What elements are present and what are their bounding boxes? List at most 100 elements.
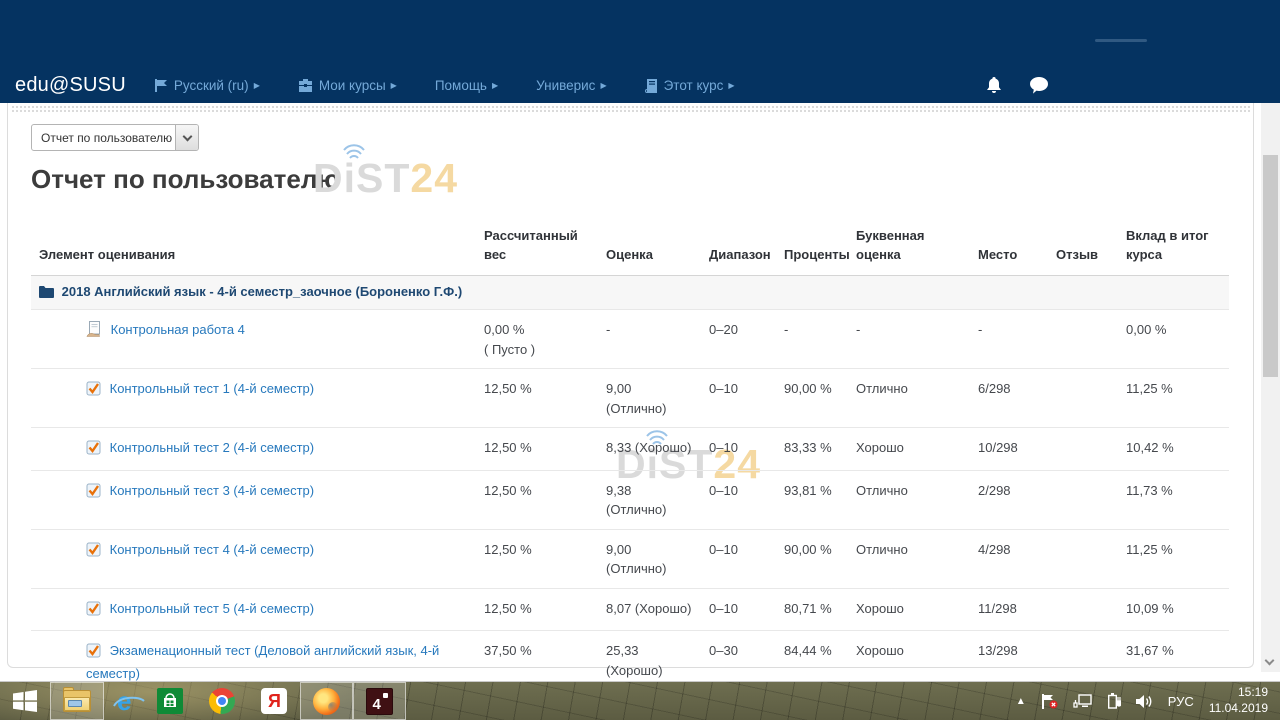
cell-grade: 8,33 (Хорошо) <box>598 427 701 471</box>
cell-percent: 90,00 % <box>776 368 848 428</box>
taskbar-app-4[interactable]: 4 <box>353 682 407 720</box>
grade-item-link[interactable]: Контрольный тест 2 (4-й семестр) <box>109 440 315 456</box>
action-center-flag-icon[interactable] <box>1041 693 1058 709</box>
windows-logo-icon <box>13 690 37 712</box>
table-row: Контрольный тест 3 (4-й семестр) 12,50 %… <box>31 469 1229 530</box>
menu-help[interactable]: Помощь ▶ <box>435 78 498 93</box>
internet-explorer-icon: e <box>113 688 145 714</box>
grade-item-link[interactable]: Контрольный тест 3 (4-й семестр) <box>109 482 315 498</box>
grade-item-link[interactable]: Контрольная работа 4 <box>110 322 245 338</box>
tray-show-hidden-icon[interactable]: ▲ <box>1015 695 1026 707</box>
cell-feedback <box>1048 528 1118 589</box>
cell-rank: - <box>970 309 1048 369</box>
taskbar-yandex-browser[interactable]: Я <box>248 682 300 720</box>
cell-weight: 12,50 % <box>476 469 598 530</box>
clock-date: 11.04.2019 <box>1208 701 1268 715</box>
quiz-icon <box>86 643 101 664</box>
caret-icon: ▶ <box>600 81 607 90</box>
network-icon[interactable] <box>1073 693 1092 709</box>
main-menu: Русский (ru) ▶ Мои курсы ▶ Помощь ▶ Унив… <box>154 78 773 93</box>
windows-store-icon <box>157 688 184 714</box>
cell-letter: - <box>848 309 970 369</box>
taskbar-chrome[interactable] <box>196 682 248 720</box>
cell-rank: 6/298 <box>970 368 1048 428</box>
cell-letter: Отлично <box>848 469 970 530</box>
briefcase-icon <box>298 79 313 92</box>
dotted-divider <box>11 105 1251 114</box>
report-type-value: Отчет по пользователю <box>41 130 173 145</box>
language-indicator[interactable]: РУС <box>1167 693 1194 709</box>
col-range: Диапазон <box>701 223 776 276</box>
vertical-scrollbar[interactable] <box>1261 103 1280 672</box>
grade-item-link[interactable]: Экзаменационный тест (Деловой английский… <box>86 643 440 681</box>
notifications-bell-icon[interactable] <box>986 77 1002 94</box>
assignment-icon <box>86 321 102 343</box>
grade-item-link[interactable]: Контрольный тест 4 (4-й семестр) <box>109 541 315 557</box>
col-feedback: Отзыв <box>1048 223 1118 276</box>
book-icon <box>644 78 658 93</box>
cell-percent: 90,00 % <box>776 528 848 589</box>
page-title: Отчет по пользователю <box>31 164 340 194</box>
col-grade: Оценка <box>598 223 701 276</box>
menu-my-courses-label: Мои курсы <box>318 78 386 93</box>
messages-chat-icon[interactable] <box>1030 77 1048 94</box>
col-percent: Проценты <box>776 223 850 276</box>
volume-icon[interactable] <box>1135 694 1153 709</box>
cell-feedback <box>1048 427 1118 471</box>
taskbar-firefox[interactable] <box>300 682 354 720</box>
scrollbar-down-arrow-icon[interactable] <box>1264 655 1275 666</box>
cell-letter: Хорошо <box>848 427 970 471</box>
battery-icon[interactable] <box>1107 693 1121 709</box>
cell-rank: 10/298 <box>970 427 1048 471</box>
cell-grade: 9,00 (Отлично) <box>598 368 701 428</box>
cell-range: 0–10 <box>701 469 776 530</box>
menu-this-course[interactable]: Этот курс ▶ <box>644 78 735 93</box>
scrollbar-thumb[interactable] <box>1263 155 1278 377</box>
site-header: edu@SUSU Русский (ru) ▶ Мои курсы ▶ Помо… <box>0 0 1280 103</box>
col-weight: Рассчитанный вес <box>476 223 598 276</box>
grade-item-link[interactable]: Контрольный тест 5 (4-й семестр) <box>109 600 315 616</box>
cell-contribution: 11,25 % <box>1118 368 1229 428</box>
wifi-arcs-icon <box>343 144 365 159</box>
taskbar-apps: e Я 4 <box>0 682 407 720</box>
clock-time: 15:19 <box>1237 685 1268 700</box>
start-button[interactable] <box>0 682 50 720</box>
cell-rank: 11/298 <box>970 587 1048 631</box>
taskbar-internet-explorer[interactable]: e <box>104 682 145 720</box>
quiz-icon <box>86 381 101 402</box>
cell-contribution: 10,42 % <box>1118 427 1229 471</box>
category-label: 2018 Английский язык - 4-й семестр_заочн… <box>61 283 463 299</box>
system-tray: ▲ РУС 15:19 11.04.2019 <box>1016 685 1280 716</box>
category-row: 2018 Английский язык - 4-й семестр_заочн… <box>31 274 1229 310</box>
site-logo[interactable]: edu@SUSU <box>15 74 126 96</box>
firefox-icon <box>313 687 341 715</box>
report-type-select[interactable]: Отчет по пользователю <box>31 124 199 151</box>
file-explorer-icon <box>63 687 91 712</box>
quiz-icon <box>86 483 101 504</box>
taskbar-file-explorer[interactable] <box>50 682 104 720</box>
cell-percent: 93,81 % <box>776 469 848 530</box>
cell-feedback <box>1048 587 1118 631</box>
folder-icon <box>39 284 54 304</box>
cell-grade: 9,00 (Отлично) <box>598 528 701 589</box>
cell-range: 0–10 <box>701 427 776 471</box>
grade-item-link[interactable]: Контрольный тест 1 (4-й семестр) <box>109 381 315 397</box>
menu-language[interactable]: Русский (ru) ▶ <box>154 78 260 93</box>
table-row: Контрольный тест 1 (4-й семестр) 12,50 %… <box>31 368 1229 428</box>
taskbar-clock[interactable]: 15:19 11.04.2019 <box>1209 685 1268 716</box>
cell-weight: 12,50 % <box>476 368 598 428</box>
taskbar-windows-store[interactable] <box>144 682 196 720</box>
select-dropdown-button[interactable] <box>175 125 198 150</box>
grade-report-table: Элемент оценивания Рассчитанный вес Оцен… <box>31 223 1229 720</box>
menu-my-courses[interactable]: Мои курсы ▶ <box>298 78 397 93</box>
table-row: Контрольный тест 5 (4-й семестр) 12,50 %… <box>31 587 1229 631</box>
menu-univeris[interactable]: Универис ▶ <box>536 78 606 93</box>
cell-letter: Отлично <box>848 368 970 428</box>
content-area: Отчет по пользователю Отчет по пользоват… <box>7 103 1254 720</box>
cell-range: 0–10 <box>701 528 776 589</box>
menu-language-label: Русский (ru) <box>173 78 249 93</box>
navbar: edu@SUSU Русский (ru) ▶ Мои курсы ▶ Помо… <box>0 74 1280 97</box>
menu-help-label: Помощь <box>434 78 487 93</box>
cell-rank: 2/298 <box>970 469 1048 530</box>
cell-feedback <box>1048 368 1118 428</box>
